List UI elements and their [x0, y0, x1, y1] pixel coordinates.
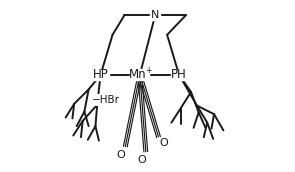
Text: O: O: [117, 150, 125, 160]
Bar: [171, 70, 187, 80]
Text: −HBr: −HBr: [92, 95, 120, 105]
Text: Mn: Mn: [129, 68, 147, 81]
Text: O: O: [159, 138, 168, 148]
Text: HP: HP: [93, 68, 109, 81]
Text: +: +: [145, 66, 151, 75]
Bar: [130, 69, 149, 80]
Bar: [150, 10, 160, 20]
Text: PH: PH: [171, 68, 187, 81]
Text: N: N: [151, 10, 159, 20]
Text: O: O: [138, 155, 146, 165]
Bar: [92, 70, 109, 80]
